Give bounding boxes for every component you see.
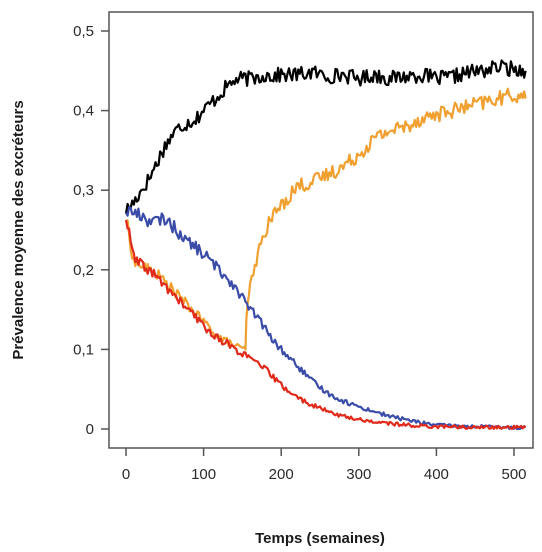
x-tick-label: 500: [501, 466, 526, 483]
x-axis-title: Temps (semaines): [255, 530, 385, 547]
y-tick-label: 0: [86, 421, 94, 438]
y-tick-label: 0,2: [73, 262, 94, 279]
x-tick-label: 100: [191, 466, 216, 483]
series-line-1: [124, 59, 527, 214]
x-tick-label: 400: [424, 466, 449, 483]
x-tick-label: 300: [346, 466, 371, 483]
series-lines: [124, 59, 527, 431]
x-tick-label: 200: [269, 466, 294, 483]
plot-frame: [108, 11, 534, 449]
y-tick-label: 0,1: [73, 341, 94, 358]
y-axis-title: Prévalence moyenne des excréteurs: [10, 100, 27, 359]
y-axis: 0 0,1 0,2 0,3 0,4 0,5: [73, 23, 109, 438]
y-tick-label: 0,5: [73, 23, 94, 40]
y-tick-label: 0,4: [73, 103, 94, 120]
y-tick-label: 0,3: [73, 182, 94, 199]
x-tick-label: 0: [122, 466, 130, 483]
series-line-3: [125, 206, 527, 431]
series-line-4: [124, 219, 527, 430]
x-axis: 0 100 200 300 400 500: [122, 448, 527, 483]
